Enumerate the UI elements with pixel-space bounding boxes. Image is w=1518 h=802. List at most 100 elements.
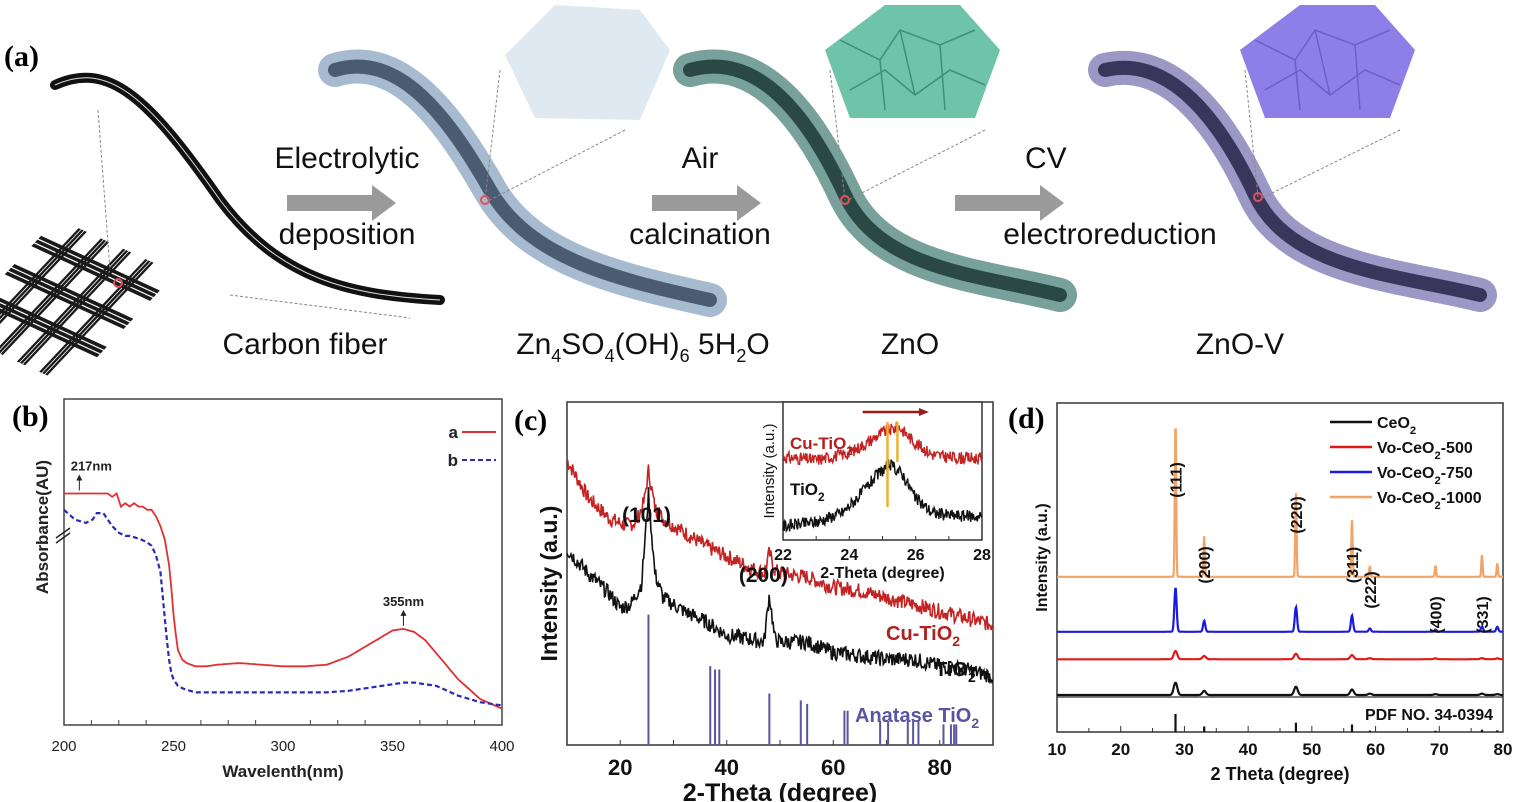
formula-part: (OH) (614, 328, 680, 361)
x-axis-label: 2 Theta (degree) (1210, 764, 1349, 784)
process-arrow-icon (955, 185, 1064, 221)
peak-label: (200) (1197, 546, 1214, 583)
reference-label: PDF NO. 34-0394 (1365, 707, 1493, 724)
axis-break-mark (55, 532, 71, 544)
x-tick-label: 350 (380, 738, 405, 755)
arrow-label-top: CV (1025, 142, 1067, 175)
series-line-Vo-CeO2-1000 (1057, 428, 1503, 578)
formula-part: SO (561, 328, 605, 361)
x-tick-label: 60 (821, 755, 845, 780)
panel-label-b: (b) (12, 400, 49, 433)
panel-label-c: (c) (514, 404, 548, 437)
x-tick-label: 400 (489, 738, 514, 755)
stage-label-zn4so4: Zn4SO4(OH)6 5H2O (488, 328, 798, 367)
arrow-label-bottom: electroreduction (1003, 218, 1217, 251)
process-arrow-icon (652, 185, 761, 221)
annotation-label: 217nm (71, 459, 112, 474)
inset-label-tio2: TiO2 (790, 480, 825, 504)
vacancy-surface-inset-icon (1240, 5, 1415, 118)
y-axis-label: Intensity (a.u.) (536, 506, 562, 662)
guide-line (97, 109, 111, 271)
inset-x-tick-label: 28 (973, 547, 991, 564)
formula-part: Zn (516, 328, 552, 361)
peak-label: (311) (1345, 547, 1362, 583)
peak-label: (101) (622, 504, 671, 527)
inset-x-tick-label: 24 (840, 547, 858, 564)
series-line-CeO2 (1057, 681, 1503, 697)
x-tick-label: 250 (161, 738, 186, 755)
peak-label: (200) (739, 564, 788, 587)
guide-line (229, 294, 411, 319)
legend-label: Vo-CeO2-750 (1377, 465, 1473, 487)
arrow-label-top: Air (681, 142, 719, 175)
subscript: 2 (736, 346, 747, 366)
x-axis-label: 2-Theta (degree) (683, 779, 877, 802)
x-tick-label: 200 (51, 738, 76, 755)
shift-arrow-icon (918, 408, 929, 416)
series-line-a (64, 492, 503, 710)
stage-label-carbon-fiber: Carbon fiber (222, 328, 388, 361)
inset-x-tick-label: 22 (774, 547, 792, 564)
x-tick-label: 80 (928, 755, 952, 780)
series-line-Vo-CeO2-750 (1057, 587, 1503, 633)
cracked-surface-inset-icon (825, 5, 1000, 118)
legend-label: b (448, 451, 458, 470)
subscript: 4 (604, 346, 615, 366)
inset-series-Cu-TiO2 (782, 421, 983, 466)
legend-label: Vo-CeO2-500 (1377, 440, 1473, 462)
annotation-arrow-icon (76, 474, 83, 481)
process-arrow-icon (287, 185, 396, 221)
panel-label-a: (a) (4, 40, 39, 73)
inset-series-TiO2 (782, 457, 983, 534)
series-line-b (63, 508, 503, 707)
peak-label: (111) (1169, 462, 1186, 498)
inset-x-axis-label: 2-Theta (degree) (820, 565, 944, 582)
carbon-cloth-mesh-icon (0, 228, 160, 376)
x-tick-label: 20 (1111, 740, 1130, 759)
x-tick-label: 40 (1239, 740, 1258, 759)
x-tick-label: 300 (270, 738, 295, 755)
subscript: 6 (679, 346, 690, 366)
panel-label-d: (d) (1008, 402, 1045, 435)
x-axis-label: Wavelenth(nm) (222, 762, 343, 781)
smooth-surface-inset-icon (505, 5, 670, 120)
arrow-label-bottom: deposition (278, 218, 416, 251)
annotation-arrow-icon (400, 609, 407, 616)
formula-part: 5H (689, 328, 737, 361)
peak-label: (400) (1428, 596, 1445, 633)
inset-x-tick-label: 26 (907, 547, 925, 564)
y-axis-label: Absorbance(AU) (33, 460, 52, 594)
stage-label-zno: ZnO (880, 328, 940, 361)
x-tick-label: 10 (1048, 740, 1067, 759)
stage-label-zno-v: ZnO-V (1195, 328, 1285, 361)
y-axis-label: Intensity (a.u.) (1034, 503, 1051, 611)
arrow-label-top: Electrolytic (274, 142, 420, 175)
x-tick-label: 70 (1430, 740, 1449, 759)
inset-label-cu-tio2: Cu-TiO2 (790, 434, 853, 458)
legend-label: Vo-CeO2-1000 (1377, 490, 1482, 512)
schematic-panel-a (0, 5, 1497, 376)
x-tick-label: 20 (608, 755, 632, 780)
subscript: 4 (551, 346, 562, 366)
series-line-TiO2 (566, 487, 994, 685)
legend-label: a (449, 423, 459, 442)
annotation-label: 355nm (383, 594, 424, 609)
series-label-cu-tio2: Cu-TiO2 (886, 623, 960, 649)
peak-label: (331) (1475, 596, 1492, 633)
x-tick-label: 30 (1175, 740, 1194, 759)
series-label-anatase: Anatase TiO2 (855, 705, 979, 731)
arrow-label-bottom: calcination (629, 218, 771, 251)
zoom-spot-icon (113, 278, 123, 288)
plot-frame (63, 398, 503, 726)
peak-label: (220) (1289, 496, 1306, 533)
inset-y-axis-label: Intensity (a.u.) (761, 423, 778, 518)
series-line-Cu-TiO2 (566, 459, 994, 631)
x-tick-label: 50 (1302, 740, 1321, 759)
formula-part: O (746, 328, 770, 361)
peak-label: (222) (1363, 571, 1380, 608)
x-tick-label: 60 (1366, 740, 1385, 759)
series-label-tio2: TiO2 (935, 659, 976, 685)
